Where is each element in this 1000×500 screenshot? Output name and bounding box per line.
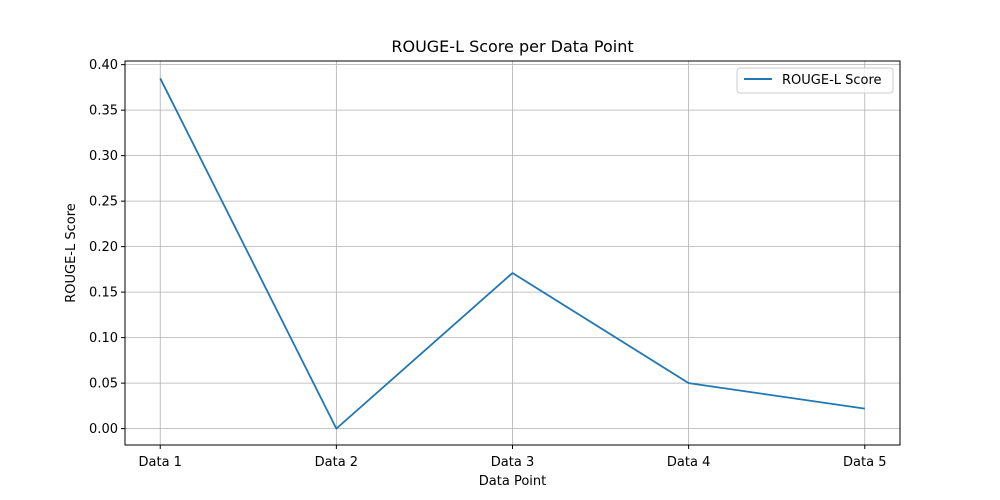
y-tick-label: 0.35: [89, 104, 118, 119]
x-tick-label: Data 2: [315, 455, 358, 470]
x-tick-label: Data 5: [843, 455, 886, 470]
y-tick-label: 0.20: [89, 240, 118, 255]
y-tick-label: 0.00: [89, 422, 118, 437]
y-tick-label: 0.30: [89, 149, 118, 164]
y-tick-label: 0.25: [89, 195, 118, 210]
chart-title: ROUGE-L Score per Data Point: [391, 37, 633, 56]
x-tick-label: Data 4: [667, 455, 710, 470]
legend: ROUGE-L Score: [737, 68, 893, 93]
y-tick-label: 0.40: [89, 58, 118, 73]
y-axis-label: ROUGE-L Score: [64, 203, 79, 303]
legend-label: ROUGE-L Score: [782, 73, 882, 88]
y-tick-label: 0.10: [89, 331, 118, 346]
x-tick-label: Data 1: [139, 455, 182, 470]
y-tick-label: 0.05: [89, 377, 118, 392]
x-axis-label: Data Point: [479, 474, 546, 489]
x-tick-label: Data 3: [491, 455, 534, 470]
y-tick-label: 0.15: [89, 286, 118, 301]
